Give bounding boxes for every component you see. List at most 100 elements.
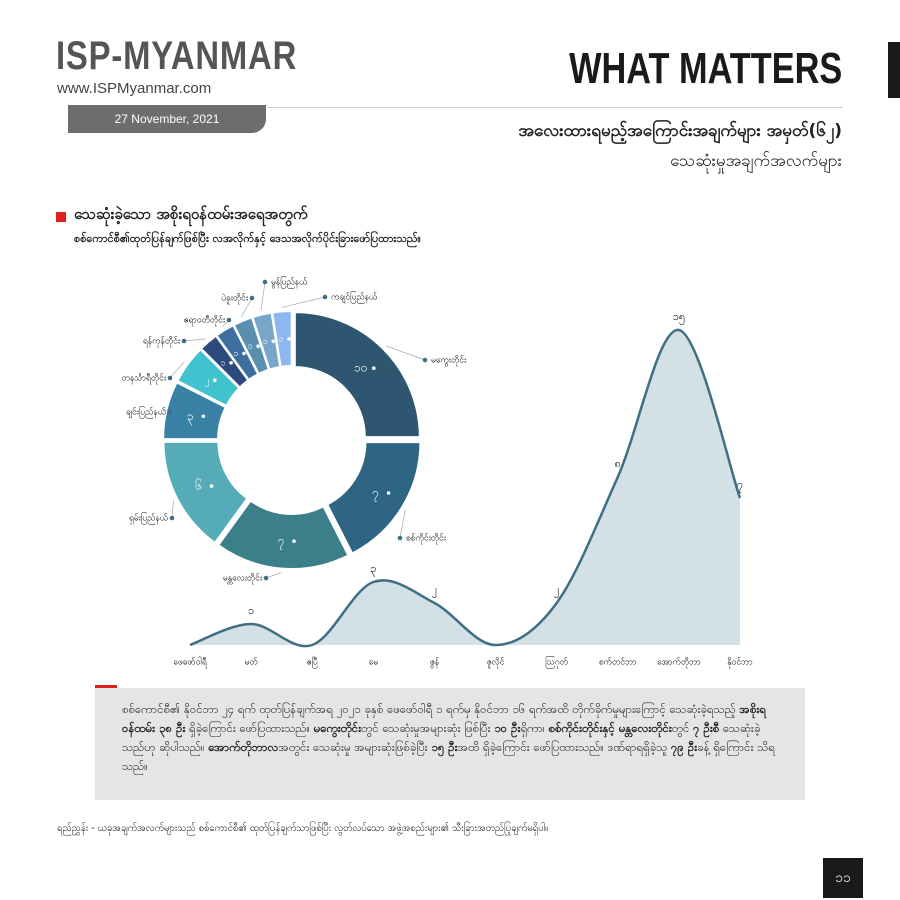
x-tick-label: စက်တင်ဘာ — [599, 657, 637, 668]
line — [189, 328, 742, 648]
bullet — [56, 212, 66, 222]
footnote: ရည်ညွှန်း - ယခုအချက်အလက်များသည် စစ်ကောင်… — [57, 823, 549, 834]
x-tick-label: ဩဂုတ် — [545, 656, 569, 669]
x-tick-label: နိုဝင်ဘာ — [727, 657, 753, 669]
label-dot — [271, 339, 276, 344]
summary-run: ခန့် ရှိကြောင်း သိရသည်။ — [122, 740, 775, 773]
category-label: ရှမ်းပြည်နယ် — [129, 512, 169, 525]
leader-line — [171, 500, 174, 519]
leader-dot — [169, 515, 175, 521]
summary-box — [95, 688, 805, 800]
summary: စစ်ကောင်စီ၏ နိုဝင်ဘာ ၂၄ ရက် ထုတ်ပြန်ချက်… — [122, 700, 782, 776]
leader-dot — [226, 317, 232, 323]
leader-dot — [167, 409, 173, 415]
value-label: ၂ — [432, 583, 437, 598]
category-label: တနင်္သာရီတိုင်း — [122, 373, 167, 385]
label-dot — [386, 491, 391, 495]
leader-line — [281, 296, 326, 308]
value-label: ၃ — [370, 562, 376, 577]
summary-run: ရှိကာ၊ — [520, 721, 549, 735]
leader-line — [183, 338, 206, 342]
summary-run: ၇၉ ဦး — [670, 740, 698, 754]
summary-run: သေဆုံးခဲ့သည်ဟု ဆိုပါသည်။ — [122, 721, 761, 754]
x-tick-label: ဇူလိုင် — [487, 657, 505, 669]
url: www.ISPMyanmar.com — [57, 80, 212, 97]
leader-dot — [322, 294, 328, 300]
donut-slice — [216, 499, 350, 570]
category-label: ကချင်ပြည်နယ် — [331, 291, 378, 304]
value-label: ၈ — [615, 457, 621, 470]
donut-slice — [325, 441, 422, 555]
donut-slice — [293, 311, 421, 439]
leader-line — [385, 345, 426, 361]
leader-line — [260, 281, 266, 311]
x-tick-label: မတ် — [245, 657, 259, 668]
x-tick-label: ဖေဖော်ဝါရီ — [173, 657, 208, 669]
value-label: ၁ — [279, 334, 284, 344]
value-label: ၁ — [233, 349, 238, 359]
leader-dot — [181, 338, 187, 344]
leader-dot — [167, 375, 173, 381]
section-subheading: စစ်ကောင်စီ၏ထုတ်ပြန်ချက်ဖြစ်ပြီး လအလိုက်န… — [74, 232, 421, 245]
value-label: ၃ — [187, 409, 194, 426]
summary-run: ၁၀ ဦး — [494, 721, 521, 735]
value-label: ၆ — [195, 478, 202, 493]
category-label: စစ်ကိုင်းတိုင်း — [406, 533, 447, 545]
summary-run: အတွင်း သေဆုံးမှု အများဆုံးဖြစ်ခဲ့ပြီး — [278, 740, 432, 754]
leader-line — [265, 572, 282, 579]
x-tick-label: မေ — [369, 658, 379, 668]
date: 27 November, 2021 — [68, 105, 266, 133]
category-label: ပဲခူးတိုင်း — [221, 293, 249, 305]
summary-run: အထိ ရှိခဲ့ကြောင်း ဖော်ပြထားသည်။ ဒဏ်ရာရရှ… — [457, 740, 671, 754]
leader-line — [169, 361, 185, 379]
title: အလေးထားရမည့်အကြောင်းအချက်များ အမှတ်(၆၂) — [518, 121, 842, 141]
x-tick-label: ဇွန် — [430, 657, 440, 669]
donut-slice — [162, 440, 249, 545]
value-label: ၁၅ — [673, 310, 685, 325]
summary-run: ၁၅ ဦး — [431, 740, 458, 754]
category-label: မကွေးတိုင်း — [431, 355, 467, 367]
label-dot — [256, 344, 260, 349]
summary-run: စစ်ကိုင်းတိုင်းနှင့် မန္တလေးတိုင်း — [548, 721, 672, 735]
summary-run: ရှိခဲ့ကြောင်း ဖော်ပြထားသည်။ — [185, 721, 314, 735]
series-name: WHAT MATTERS — [568, 44, 842, 93]
value-label: ၁ — [248, 342, 253, 352]
x-tick-label: အောက်တိုဘာ — [657, 657, 701, 669]
summary-run: စစ်ကောင်စီ၏ နိုဝင်ဘာ ၂၄ ရက် ထုတ်ပြန်ချက်… — [122, 702, 740, 716]
label-dot — [242, 351, 246, 356]
category-label: မန္တလေးတိုင်း — [223, 573, 263, 585]
category-label: ရန်ကုန်တိုင်း — [143, 336, 181, 348]
label-dot — [213, 378, 217, 383]
summary-run: မကွေးတိုင်း — [313, 721, 362, 735]
category-label: မွန်ပြည်နယ် — [271, 276, 308, 289]
leader-dot — [422, 357, 428, 363]
subtitle: သေဆုံးမှုအချက်အလက်များ — [670, 151, 842, 171]
x-tick-label: ဧပြီ — [307, 657, 318, 669]
summary-run: တွင် သေဆုံးမှုအများဆုံး ဖြစ်ပြီး — [361, 721, 495, 735]
leader-dot — [249, 295, 255, 301]
label-dot — [292, 539, 296, 543]
summary-run: တွင် — [671, 721, 693, 735]
section-heading: သေဆုံးခဲ့သော အစိုးရဝန်ထမ်းအရေအတွက် — [74, 205, 308, 223]
label-dot — [287, 337, 291, 341]
accent-bar — [888, 42, 900, 98]
label-dot — [201, 414, 206, 419]
leader-dot — [263, 575, 269, 581]
leader-dot — [262, 279, 268, 285]
label-dot — [209, 484, 214, 488]
leader-dot — [397, 535, 403, 541]
summary-run: ၇ ဦးစီ — [693, 721, 720, 735]
value-label: ၇ — [737, 478, 743, 493]
value-label: ၇ — [278, 534, 285, 551]
divider — [268, 107, 843, 108]
summary-run: အစိုးရဝန်ထမ်း ၃၈ ဦး — [122, 702, 766, 735]
brand: ISP-MYANMAR — [56, 34, 298, 78]
area-fill — [190, 329, 740, 647]
value-label: ၇ — [372, 486, 379, 503]
page-number: ၁၁ — [823, 858, 863, 898]
summary-run: အောက်တိုဘာလ — [208, 740, 279, 754]
value-label: ၁ — [263, 337, 268, 347]
value-label: ၁ — [221, 358, 226, 368]
